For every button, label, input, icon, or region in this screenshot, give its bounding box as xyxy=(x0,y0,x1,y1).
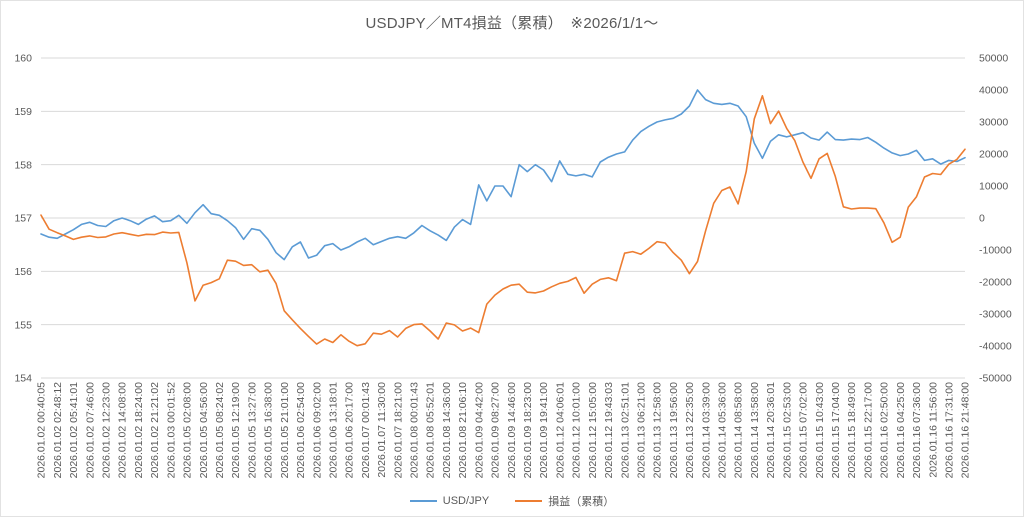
x-tick-label: 2026.01.05 02:08:00 xyxy=(182,382,194,479)
x-tick-label: 2026.01.02 21:21:02 xyxy=(149,382,161,479)
y-tick-label-right: 30000 xyxy=(979,117,1008,129)
x-tick-label: 2026.01.14 20:36:01 xyxy=(765,382,777,479)
x-tick-label: 2026.01.13 22:35:00 xyxy=(684,382,696,479)
x-tick-label: 2026.01.16 11:56:00 xyxy=(927,382,939,478)
x-tick-label: 2026.01.09 18:23:00 xyxy=(522,382,534,479)
y-tick-label-right: -50000 xyxy=(979,373,1012,385)
x-tick-label: 2026.01.12 19:43:03 xyxy=(603,382,615,479)
x-tick-label: 2026.01.02 00:40:05 xyxy=(36,382,48,479)
legend-item-pnl: 損益（累積） xyxy=(515,493,614,509)
x-tick-label: 2026.01.06 20:17:00 xyxy=(344,382,356,479)
x-tick-label: 2026.01.05 08:24:02 xyxy=(214,382,226,479)
x-tick-label: 2026.01.16 02:50:00 xyxy=(879,382,891,479)
x-tick-label: 2026.01.15 18:49:00 xyxy=(846,382,858,479)
x-tick-label: 2026.01.12 10:01:00 xyxy=(571,382,583,479)
x-tick-label: 2026.01.09 08:27:00 xyxy=(490,382,502,479)
y-tick-label-left: 159 xyxy=(14,106,32,118)
x-tick-label: 2026.01.05 04:56:00 xyxy=(198,382,210,479)
legend-line-swatch xyxy=(515,500,543,502)
x-tick-label: 2026.01.16 07:36:00 xyxy=(911,382,923,479)
y-tick-label-left: 156 xyxy=(14,266,32,278)
chart-title: USDJPY／MT4損益（累積） ※2026/1/1～ xyxy=(365,15,659,32)
y-tick-label-right: -30000 xyxy=(979,309,1012,321)
x-tick-label: 2026.01.02 05:41:01 xyxy=(68,382,80,479)
usdjpy-line xyxy=(40,89,966,261)
x-tick-label: 2026.01.16 21:48:00 xyxy=(960,382,972,479)
x-tick-label: 2026.01.09 19:41:00 xyxy=(538,382,550,479)
x-tick-label: 2026.01.14 05:36:00 xyxy=(717,382,729,479)
y-tick-label-right: -40000 xyxy=(979,341,1012,353)
legend-item-usdjpy: USD/JPY xyxy=(409,495,490,507)
x-tick-label: 2026.01.15 17:04:00 xyxy=(830,382,842,479)
x-tick-label: 2026.01.14 08:58:00 xyxy=(733,382,745,479)
x-tick-label: 2026.01.14 03:39:00 xyxy=(700,382,712,479)
x-tick-label: 2026.01.07 11:30:00 xyxy=(376,382,388,478)
x-tick-label: 2026.01.16 17:31:00 xyxy=(943,382,955,479)
y-tick-label-left: 155 xyxy=(14,319,32,331)
y-tick-label-right: 50000 xyxy=(979,53,1008,65)
x-tick-label: 2026.01.05 13:27:00 xyxy=(246,382,258,479)
x-tick-label: 2026.01.12 15:05:00 xyxy=(587,382,599,479)
y-tick-label-right: -20000 xyxy=(979,277,1012,289)
x-tick-label: 2026.01.13 12:58:00 xyxy=(652,382,664,479)
y-tick-label-right: 0 xyxy=(979,213,985,225)
chart-legend: USD/JPY 損益（累積） xyxy=(1,493,1023,509)
legend-label: USD/JPY xyxy=(442,495,490,507)
x-tick-label: 2026.01.02 07:46:00 xyxy=(84,382,96,479)
x-tick-label: 2026.01.05 21:01:00 xyxy=(279,382,291,479)
x-tick-label: 2026.01.09 04:42:00 xyxy=(473,382,485,479)
x-tick-label: 2026.01.02 02:48:12 xyxy=(52,382,64,479)
x-tick-label: 2026.01.15 02:53:00 xyxy=(781,382,793,479)
pnl-line xyxy=(40,95,966,347)
x-tick-label: 2026.01.06 13:18:01 xyxy=(327,382,339,479)
x-tick-label: 2026.01.02 18:24:00 xyxy=(133,382,145,479)
x-tick-label: 2026.01.05 12:19:00 xyxy=(230,382,242,479)
x-tick-label: 2026.01.06 02:54:00 xyxy=(295,382,307,479)
legend-label: 損益（累積） xyxy=(548,496,615,508)
x-tick-label: 2026.01.03 00:01:52 xyxy=(165,382,177,479)
x-tick-label: 2026.01.07 00:01:43 xyxy=(360,382,372,479)
x-tick-label: 2026.01.08 00:01:43 xyxy=(409,382,421,479)
x-tick-label: 2026.01.08 21:06:10 xyxy=(457,382,469,479)
y-tick-label-left: 158 xyxy=(14,159,32,171)
x-tick-label: 2026.01.13 02:51:01 xyxy=(619,382,631,479)
y-tick-label-right: -10000 xyxy=(979,245,1012,257)
x-tick-label: 2026.01.08 14:36:00 xyxy=(441,382,453,479)
y-tick-label-left: 160 xyxy=(14,53,32,65)
x-tick-label: 2026.01.06 09:02:00 xyxy=(311,382,323,479)
x-tick-label: 2026.01.09 14:46:00 xyxy=(506,382,518,479)
y-tick-label-left: 157 xyxy=(14,213,32,225)
x-tick-label: 2026.01.05 16:38:00 xyxy=(263,382,275,479)
x-tick-label: 2026.01.12 04:06:01 xyxy=(554,382,566,479)
x-tick-label: 2026.01.16 04:25:00 xyxy=(895,382,907,479)
x-tick-label: 2026.01.13 06:21:00 xyxy=(635,382,647,479)
x-tick-label: 2026.01.14 13:58:00 xyxy=(749,382,761,479)
y-tick-label-right: 20000 xyxy=(979,149,1008,161)
x-tick-label: 2026.01.02 12:23:00 xyxy=(101,382,113,479)
x-tick-label: 2026.01.15 10:43:00 xyxy=(814,382,826,479)
y-tick-label-right: 10000 xyxy=(979,181,1008,193)
legend-line-swatch xyxy=(409,500,437,502)
y-tick-label-left: 154 xyxy=(14,373,32,385)
x-tick-label: 2026.01.13 19:56:00 xyxy=(668,382,680,479)
x-tick-label: 2026.01.15 07:02:00 xyxy=(798,382,810,479)
x-tick-label: 2026.01.08 05:52:01 xyxy=(425,382,437,479)
x-tick-label: 2026.01.15 22:17:00 xyxy=(862,382,874,479)
x-tick-label: 2026.01.02 14:08:00 xyxy=(117,382,129,479)
y-tick-label-right: 40000 xyxy=(979,85,1008,97)
x-tick-label: 2026.01.07 18:21:00 xyxy=(392,382,404,479)
